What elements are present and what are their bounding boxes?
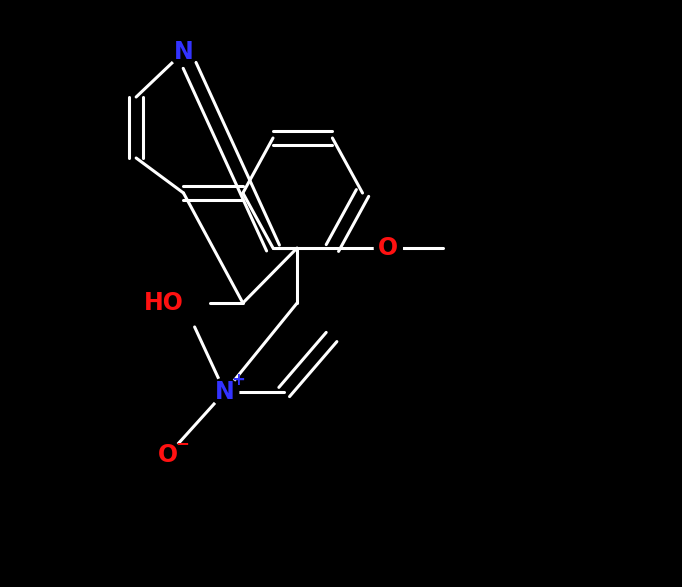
Circle shape [170,289,197,317]
Circle shape [374,234,402,262]
Text: N: N [215,380,235,404]
Text: HO: HO [144,291,183,315]
Text: O: O [379,236,398,260]
Text: −: − [175,434,189,452]
Text: N: N [174,40,194,64]
Circle shape [211,378,239,406]
Text: O: O [158,443,178,467]
Circle shape [154,441,182,469]
Circle shape [170,38,197,66]
Text: +: + [231,371,245,389]
